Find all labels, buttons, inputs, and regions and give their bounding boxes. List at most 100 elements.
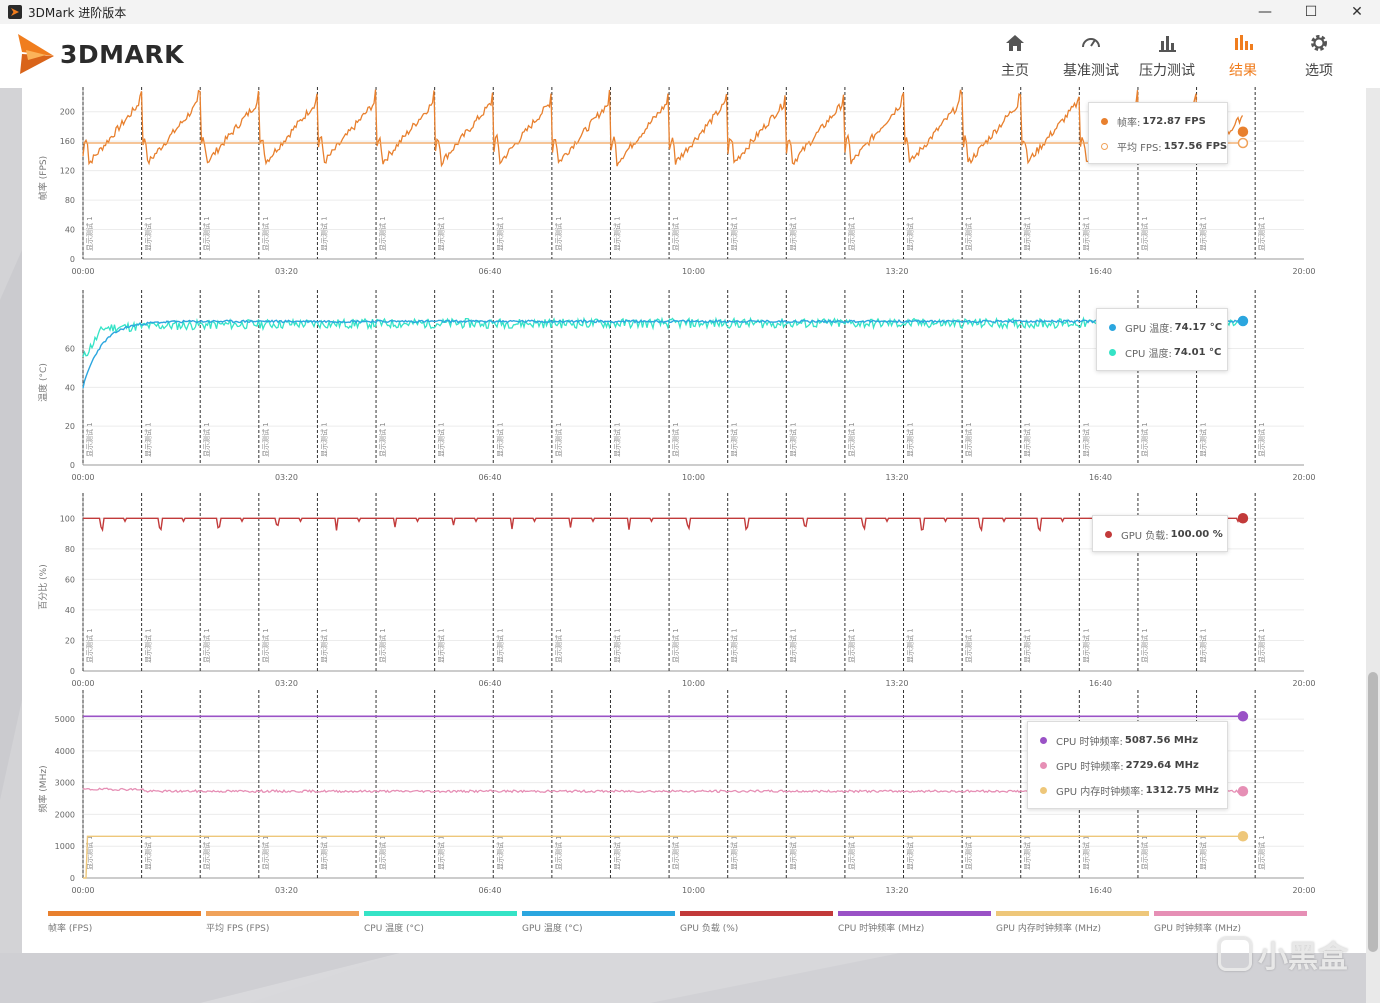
loop-marker-label: 显示测试 1 xyxy=(202,216,211,251)
nav-benchmarks-label: 基准测试 xyxy=(1063,63,1119,79)
legend-swatch[interactable] xyxy=(838,911,991,916)
loop-marker-label: 显示测试 1 xyxy=(730,628,739,663)
y-tick-label: 3000 xyxy=(55,779,75,788)
legend-label[interactable]: 帧率 (FPS) xyxy=(48,924,93,934)
loop-marker-label: 显示测试 1 xyxy=(906,422,915,457)
legend-swatch[interactable] xyxy=(364,911,517,916)
loop-marker-label: 显示测试 1 xyxy=(85,628,94,663)
tooltip-row: 帧率: 172.87 FPS xyxy=(1101,109,1217,134)
window-titlebar: 3DMark 进阶版本 — ☐ ✕ xyxy=(0,0,1380,24)
tooltip-label: GPU 负载: xyxy=(1121,531,1169,542)
legend-label[interactable]: GPU 内存时钟频率 (MHz) xyxy=(996,924,1101,934)
gpu-temp-line xyxy=(82,319,1243,389)
loop-marker-label: 显示测试 1 xyxy=(554,835,563,870)
loop-marker-label: 显示测试 1 xyxy=(730,835,739,870)
legend-label[interactable]: CPU 温度 (°C) xyxy=(364,924,424,934)
nav-home-label: 主页 xyxy=(1001,63,1029,79)
nav-home[interactable]: 主页 xyxy=(984,32,1046,80)
loop-marker-label: 显示测试 1 xyxy=(437,216,446,251)
loop-marker-label: 显示测试 1 xyxy=(906,216,915,251)
loop-marker-label: 显示测试 1 xyxy=(788,216,797,251)
loop-marker-label: 显示测试 1 xyxy=(671,628,680,663)
loop-marker-label: 显示测试 1 xyxy=(964,216,973,251)
y-axis-label: 帧率 (FPS) xyxy=(37,156,49,200)
y-axis-label: 百分比 (%) xyxy=(37,564,49,609)
watermark-icon xyxy=(1218,937,1252,971)
x-tick-label: 06:40 xyxy=(478,886,501,895)
window-controls: — ☐ ✕ xyxy=(1242,0,1380,24)
loop-marker-label: 显示测试 1 xyxy=(1257,835,1266,870)
close-button[interactable]: ✕ xyxy=(1351,4,1363,20)
y-tick-label: 40 xyxy=(65,226,75,235)
series-dot-icon xyxy=(1040,737,1047,744)
nav-stress-tests[interactable]: 压力测试 xyxy=(1136,32,1198,80)
avg-fps-end-dot xyxy=(1237,137,1249,149)
tooltip-temperature: GPU 温度: 74.17 °C CPU 温度: 74.01 °C xyxy=(1096,308,1228,371)
loop-marker-label: 显示测试 1 xyxy=(261,628,270,663)
tooltip-fps: 帧率: 172.87 FPS 平均 FPS: 157.56 FPS xyxy=(1088,102,1228,164)
loop-marker-label: 显示测试 1 xyxy=(788,835,797,870)
gpu-load-end-dot xyxy=(1237,513,1249,524)
y-tick-label: 0 xyxy=(70,461,75,470)
tooltip-row: 平均 FPS: 157.56 FPS xyxy=(1101,134,1227,159)
tooltip-label: GPU 时钟频率: xyxy=(1056,762,1124,773)
x-tick-label: 13:20 xyxy=(885,267,908,276)
loop-marker-label: 显示测试 1 xyxy=(1257,422,1266,457)
loop-marker-label: 显示测试 1 xyxy=(437,835,446,870)
minimize-button[interactable]: — xyxy=(1258,4,1272,20)
tooltip-gpu-load: GPU 负载: 100.00 % xyxy=(1092,515,1228,552)
nav-results[interactable]: 结果 xyxy=(1212,32,1274,80)
nav-options[interactable]: 选项 xyxy=(1288,32,1350,80)
legend-swatch[interactable] xyxy=(522,911,675,916)
tooltip-row: CPU 温度: 74.01 °C xyxy=(1109,340,1221,365)
legend-label[interactable]: 平均 FPS (FPS) xyxy=(206,924,270,934)
legend-swatch[interactable] xyxy=(680,911,833,916)
y-tick-label: 40 xyxy=(65,383,75,392)
legend-swatch[interactable] xyxy=(1154,911,1307,916)
x-tick-label: 16:40 xyxy=(1089,679,1112,688)
loop-marker-label: 显示测试 1 xyxy=(495,216,504,251)
series-dot-icon xyxy=(1040,787,1047,794)
loop-marker-label: 显示测试 1 xyxy=(144,216,153,251)
tooltip-label: GPU 温度: xyxy=(1125,324,1173,335)
loop-marker-label: 显示测试 1 xyxy=(319,422,328,457)
loop-marker-label: 显示测试 1 xyxy=(1140,835,1149,870)
tooltip-label: 帧率: xyxy=(1117,118,1141,129)
loop-marker-label: 显示测试 1 xyxy=(964,628,973,663)
brand-logo[interactable]: 3DMARK xyxy=(16,30,184,78)
y-tick-label: 40 xyxy=(65,606,75,615)
loop-marker-label: 显示测试 1 xyxy=(612,216,621,251)
y-axis-label: 温度 (°C) xyxy=(37,363,49,402)
gpu-clock-end-dot xyxy=(1237,785,1249,797)
legend-swatch[interactable] xyxy=(206,911,359,916)
x-tick-label: 10:00 xyxy=(682,267,705,276)
x-tick-label: 00:00 xyxy=(71,679,94,688)
watermark-text: 小黑盒 xyxy=(1258,940,1348,975)
y-tick-label: 5000 xyxy=(55,715,75,724)
maximize-button[interactable]: ☐ xyxy=(1304,4,1318,20)
nav-stress-tests-label: 压力测试 xyxy=(1139,63,1195,79)
loop-marker-label: 显示测试 1 xyxy=(378,422,387,457)
loop-marker-label: 显示测试 1 xyxy=(1023,628,1032,663)
y-tick-label: 20 xyxy=(65,422,75,431)
y-tick-label: 4000 xyxy=(55,747,75,756)
legend-label[interactable]: GPU 时钟频率 (MHz) xyxy=(1154,924,1241,934)
bar-chart-icon xyxy=(1159,36,1176,52)
loop-marker-label: 显示测试 1 xyxy=(85,835,94,870)
loop-marker-label: 显示测试 1 xyxy=(495,835,504,870)
nav-benchmarks[interactable]: 基准测试 xyxy=(1060,32,1122,80)
x-tick-label: 06:40 xyxy=(478,473,501,482)
tooltip-row: GPU 内存时钟频率: 1312.75 MHz xyxy=(1040,778,1219,803)
tooltip-value: 172.87 FPS xyxy=(1142,116,1206,127)
legend-label[interactable]: GPU 负载 (%) xyxy=(680,924,739,934)
y-tick-label: 80 xyxy=(65,196,75,205)
x-tick-label: 13:20 xyxy=(885,473,908,482)
y-tick-label: 80 xyxy=(65,545,75,554)
legend-swatch[interactable] xyxy=(996,911,1149,916)
legend-label[interactable]: GPU 温度 (°C) xyxy=(522,924,583,934)
legend-label[interactable]: CPU 时钟频率 (MHz) xyxy=(838,924,925,934)
scrollbar-thumb[interactable] xyxy=(1368,672,1378,952)
legend-swatch[interactable] xyxy=(48,911,201,916)
x-tick-label: 10:00 xyxy=(682,886,705,895)
loop-marker-label: 显示测试 1 xyxy=(847,628,856,663)
